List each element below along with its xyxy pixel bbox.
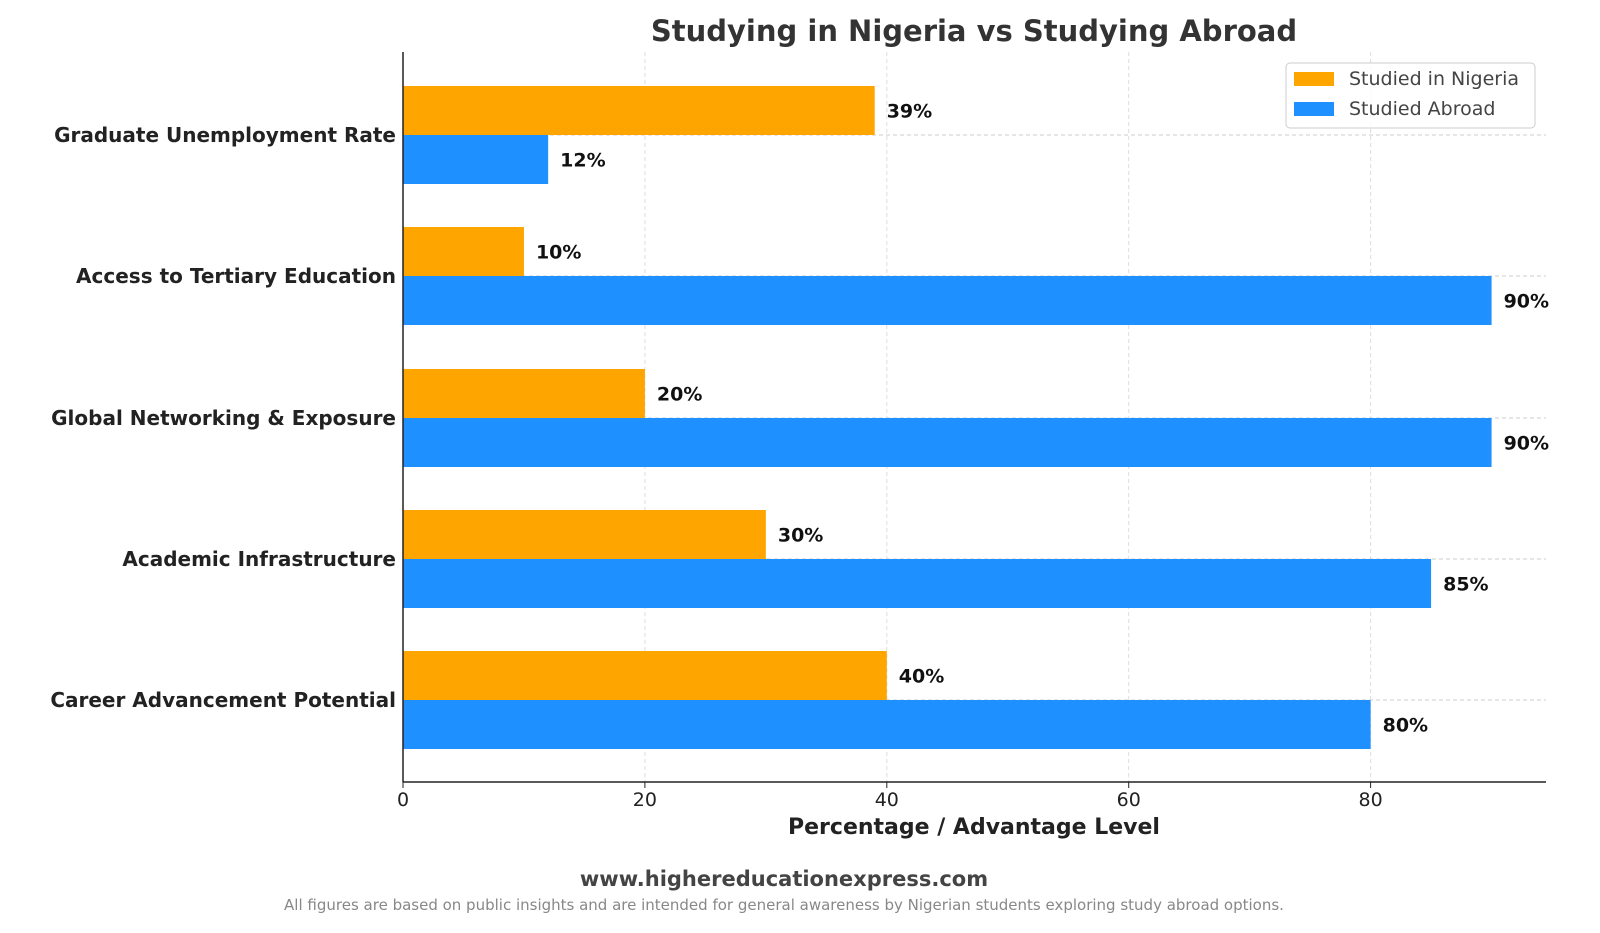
category-label: Access to Tertiary Education [76,264,396,288]
x-tick-label: 20 [633,789,657,811]
data-label: 20% [657,384,702,406]
x-tick-label: 60 [1117,789,1141,811]
footer-website: www.highereducationexpress.com [580,867,988,891]
data-label: 85% [1443,574,1488,596]
category-label: Academic Infrastructure [122,547,396,571]
legend-label-nigeria: Studied in Nigeria [1349,68,1519,90]
data-label: 12% [560,150,605,172]
data-label: 30% [778,525,823,547]
bar-abroad [403,418,1492,467]
bars [403,86,1492,749]
data-label: 80% [1383,715,1428,737]
bar-abroad [403,559,1432,608]
bar-abroad [403,276,1492,325]
chart-title: Studying in Nigeria vs Studying Abroad [651,14,1297,48]
legend-swatch-abroad [1294,102,1334,116]
x-tick-label: 40 [875,789,899,811]
category-labels: Graduate Unemployment Rate Access to Tert… [50,123,396,712]
legend-box [1285,62,1536,129]
bar-nigeria [403,86,875,135]
category-label: Global Networking & Exposure [51,406,396,430]
data-labels: 39% 12% 10% 90% 20% 90% 30% 85% 40% 80% [536,101,1549,737]
bar-nigeria [403,510,766,559]
bar-abroad [403,135,549,184]
x-tick-label: 0 [397,789,409,811]
x-axis-label: Percentage / Advantage Level [788,815,1160,840]
bar-nigeria [403,227,524,276]
data-label: 39% [887,101,932,123]
x-tick-label: 80 [1359,789,1383,811]
category-label: Graduate Unemployment Rate [54,123,396,147]
legend-swatch-nigeria [1294,72,1334,86]
data-label: 10% [536,242,581,264]
legend-label-abroad: Studied Abroad [1349,98,1495,120]
data-label: 40% [899,666,944,688]
bar-nigeria [403,651,887,700]
data-label: 90% [1504,291,1549,313]
bar-abroad [403,700,1371,749]
bar-nigeria [403,369,645,418]
legend: Studied in Nigeria Studied Abroad [1285,62,1536,129]
category-label: Career Advancement Potential [50,688,396,712]
footer-note: All figures are based on public insights… [284,896,1284,914]
data-label: 90% [1504,433,1549,455]
x-tick-labels: 0 20 40 60 80 [397,782,1383,811]
